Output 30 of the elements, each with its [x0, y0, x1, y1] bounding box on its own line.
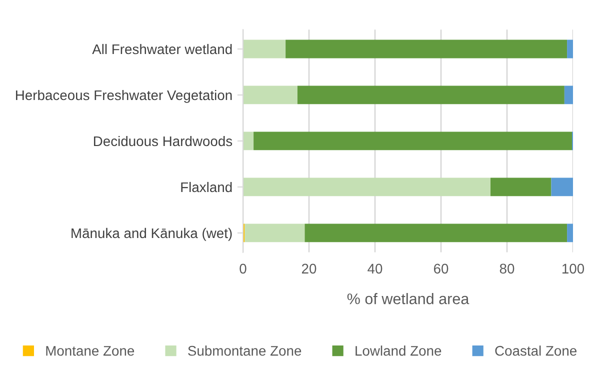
y-tick-label: Herbaceous Freshwater Vegetation [16, 90, 232, 103]
legend-label: Montane Zone [46, 346, 134, 356]
y-tick-label: Flaxland [181, 182, 232, 192]
legend-label: Coastal Zone [495, 346, 577, 356]
bar [243, 178, 490, 196]
bar [564, 86, 573, 104]
x-tick-label: 100 [562, 264, 584, 274]
x-tick-label: 80 [500, 264, 514, 274]
bar [567, 224, 573, 242]
bar [254, 132, 572, 150]
x-tick-label: 60 [434, 264, 448, 274]
bar [297, 86, 564, 104]
bar [243, 132, 254, 150]
x-axis-title: % of wetland area [347, 293, 470, 304]
y-tick-label: All Freshwater wetland [92, 44, 232, 54]
legend-label: Submontane Zone [188, 346, 302, 356]
x-tick-label: 0 [240, 264, 246, 274]
bar [286, 40, 568, 58]
y-tick-label: Deciduous Hardwoods [94, 136, 232, 146]
x-tick-label: 40 [368, 264, 382, 274]
bar [243, 40, 286, 58]
bar [567, 40, 573, 58]
bar [490, 178, 552, 196]
legend-label: Lowland Zone [356, 346, 442, 356]
bar [244, 224, 305, 242]
bar [243, 86, 298, 104]
x-tick-label: 20 [302, 264, 316, 274]
bar [551, 178, 573, 196]
bar [304, 224, 568, 242]
y-tick-label: Mānuka and Kānuka (wet) [72, 228, 232, 241]
